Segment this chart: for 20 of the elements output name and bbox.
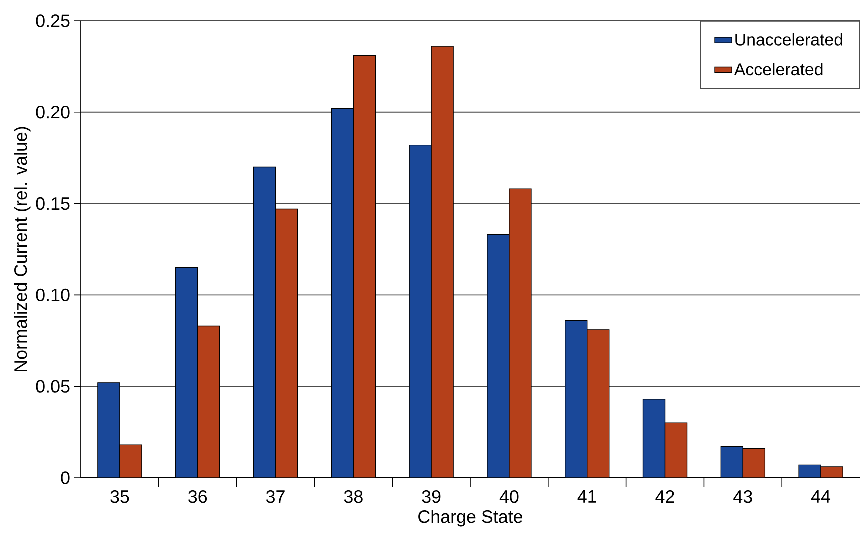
x-tick-label: 37	[266, 490, 285, 504]
x-tick-label: 42	[656, 490, 674, 504]
x-tick-label: 41	[578, 490, 596, 503]
y-tick-label: 0.20	[36, 106, 70, 119]
y-tick-label: 0.15	[36, 197, 70, 210]
y-tick-label: 0.10	[36, 288, 70, 302]
legend-label: Unaccelerated	[736, 33, 842, 46]
x-tick-label: 43	[734, 490, 752, 504]
x-tick-label: 35	[110, 490, 130, 504]
x-tick-label: 39	[422, 490, 441, 504]
y-axis-title: Normalized Current (rel. value)	[14, 127, 31, 372]
x-tick-label: 38	[344, 490, 363, 504]
y-tick-label: 0.05	[36, 380, 70, 393]
y-tick-label: 0.25	[36, 14, 70, 28]
y-tick-label: 0	[61, 472, 70, 484]
x-axis-title: Charge State	[418, 510, 523, 527]
x-tick-label: 44	[811, 490, 831, 503]
x-tick-label: 40	[500, 490, 519, 504]
x-tick-label: 36	[188, 490, 208, 504]
legend-label: Accelerated	[734, 63, 823, 76]
